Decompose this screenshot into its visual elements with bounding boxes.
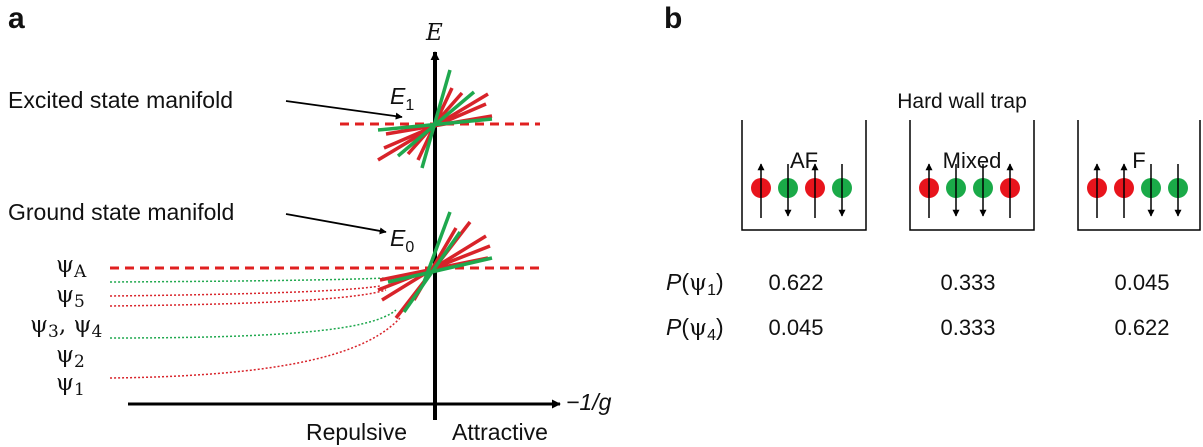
state-curve-psi34 bbox=[109, 285, 381, 297]
excited-state-manifold: E1 Excited state manifold bbox=[8, 69, 540, 169]
repulsive-label: Repulsive bbox=[306, 419, 407, 445]
state-curve-psi1 bbox=[109, 317, 401, 379]
trap-title: Hard wall trap bbox=[897, 90, 1027, 113]
state-label-psi3-psi4: ψ3, ψ4 bbox=[30, 312, 102, 342]
state-curve-psi2 bbox=[109, 309, 397, 339]
ground-level-label: E0 bbox=[390, 225, 414, 256]
coupling-axis-label: −1/g bbox=[566, 389, 612, 415]
excited-manifold-label: Excited state manifold bbox=[8, 87, 233, 113]
probability-table: P(ψ1) 0.622 0.333 0.045 P(ψ4) 0.045 0.33… bbox=[666, 269, 1170, 344]
row-label: P(ψ4) bbox=[666, 314, 724, 344]
panel-a-letter: a bbox=[8, 2, 25, 35]
state-labels: ψA ψ5 ψ3, ψ4 ψ2 ψ1 bbox=[30, 252, 102, 400]
probability-value: 0.622 bbox=[1114, 315, 1169, 340]
probability-row-psi1: P(ψ1) 0.622 0.333 0.045 bbox=[666, 269, 1170, 299]
probability-value: 0.333 bbox=[940, 315, 995, 340]
spin-chain bbox=[919, 163, 1020, 218]
trap-wall bbox=[909, 120, 1035, 231]
trap-name: Mixed bbox=[943, 148, 1002, 173]
trap-af: AF bbox=[741, 120, 867, 231]
state-curve-psi34 bbox=[109, 289, 387, 307]
attractive-label: Attractive bbox=[452, 419, 548, 445]
probability-value: 0.622 bbox=[768, 270, 823, 295]
ground-fan-line bbox=[422, 211, 452, 283]
excited-fan-line bbox=[420, 69, 452, 169]
trap-name: F bbox=[1132, 148, 1145, 173]
trap-wall bbox=[1077, 120, 1201, 231]
spin-chain bbox=[751, 163, 852, 218]
state-label-psi5: ψ5 bbox=[56, 282, 85, 312]
state-label-psiA: ψA bbox=[56, 252, 87, 282]
trap-mixed: Mixed bbox=[909, 120, 1035, 231]
probability-value: 0.045 bbox=[1114, 270, 1169, 295]
trap-wall bbox=[741, 120, 867, 231]
ground-state-manifold: E0 Ground state manifold bbox=[8, 199, 542, 379]
excited-pointer-arrow bbox=[285, 100, 403, 120]
panel-b-letter: b bbox=[664, 2, 682, 35]
panel-a: a E −1/g Repulsive Attractive E1 Excited… bbox=[8, 2, 612, 445]
probability-value: 0.045 bbox=[768, 315, 823, 340]
ground-pointer-arrow bbox=[285, 213, 387, 235]
panel-b: b Hard wall trap AF Mixed bbox=[664, 2, 1201, 344]
probability-value: 0.333 bbox=[940, 270, 995, 295]
trap-name: AF bbox=[790, 148, 818, 173]
ground-fan-line bbox=[387, 256, 493, 284]
probability-row-psi4: P(ψ4) 0.045 0.333 0.622 bbox=[666, 314, 1170, 344]
state-label-psi2: ψ2 bbox=[56, 342, 85, 372]
row-label: P(ψ1) bbox=[666, 269, 724, 299]
energy-axis-label: E bbox=[425, 20, 443, 46]
spin-chain bbox=[1087, 163, 1188, 218]
trap-f: F bbox=[1077, 120, 1201, 231]
excited-level-label: E1 bbox=[390, 83, 414, 114]
state-curve-psi5 bbox=[109, 277, 387, 283]
state-label-psi1: ψ1 bbox=[56, 370, 85, 400]
ground-manifold-label: Ground state manifold bbox=[8, 199, 234, 225]
